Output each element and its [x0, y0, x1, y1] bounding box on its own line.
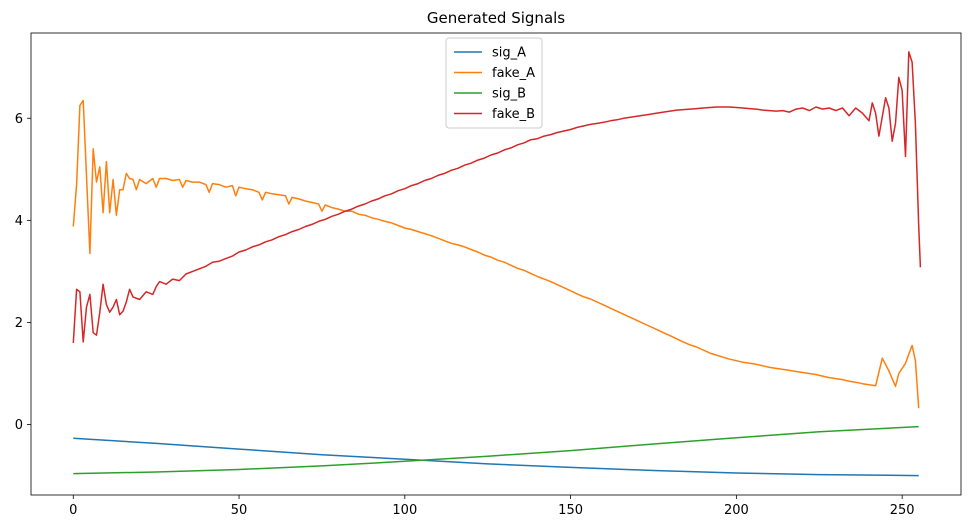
series-line-sig-b	[73, 425, 919, 475]
plot-frame	[30, 32, 962, 496]
legend-label: fake_B	[492, 107, 535, 122]
x-tick-label: 0	[69, 503, 77, 518]
legend-box	[445, 37, 543, 129]
x-tick-label: 50	[231, 503, 248, 518]
legend-label: fake_A	[492, 66, 535, 81]
legend-label: sig_A	[492, 46, 526, 61]
x-tick-label: 250	[890, 503, 915, 518]
y-tick-label: 6	[15, 112, 23, 127]
series-line-sig-a	[73, 437, 919, 477]
y-tick-label: 0	[15, 418, 23, 433]
series-line-fake-b	[72, 51, 922, 343]
x-axis: 0 50 100 150 200 250	[69, 495, 915, 518]
legend-label: sig_B	[492, 87, 526, 102]
x-tick-label: 150	[558, 503, 583, 518]
x-tick-label: 100	[392, 503, 417, 518]
y-tick-label: 4	[15, 214, 23, 229]
series-line-fake-a	[72, 99, 920, 409]
chart-title: Generated Signals	[427, 9, 565, 27]
x-tick-label: 200	[724, 503, 749, 518]
y-axis: 0 2 4 6	[15, 112, 31, 433]
plot-lines	[72, 51, 922, 477]
y-tick-label: 2	[15, 316, 23, 331]
legend: sig_A fake_A sig_B fake_B	[445, 37, 543, 129]
